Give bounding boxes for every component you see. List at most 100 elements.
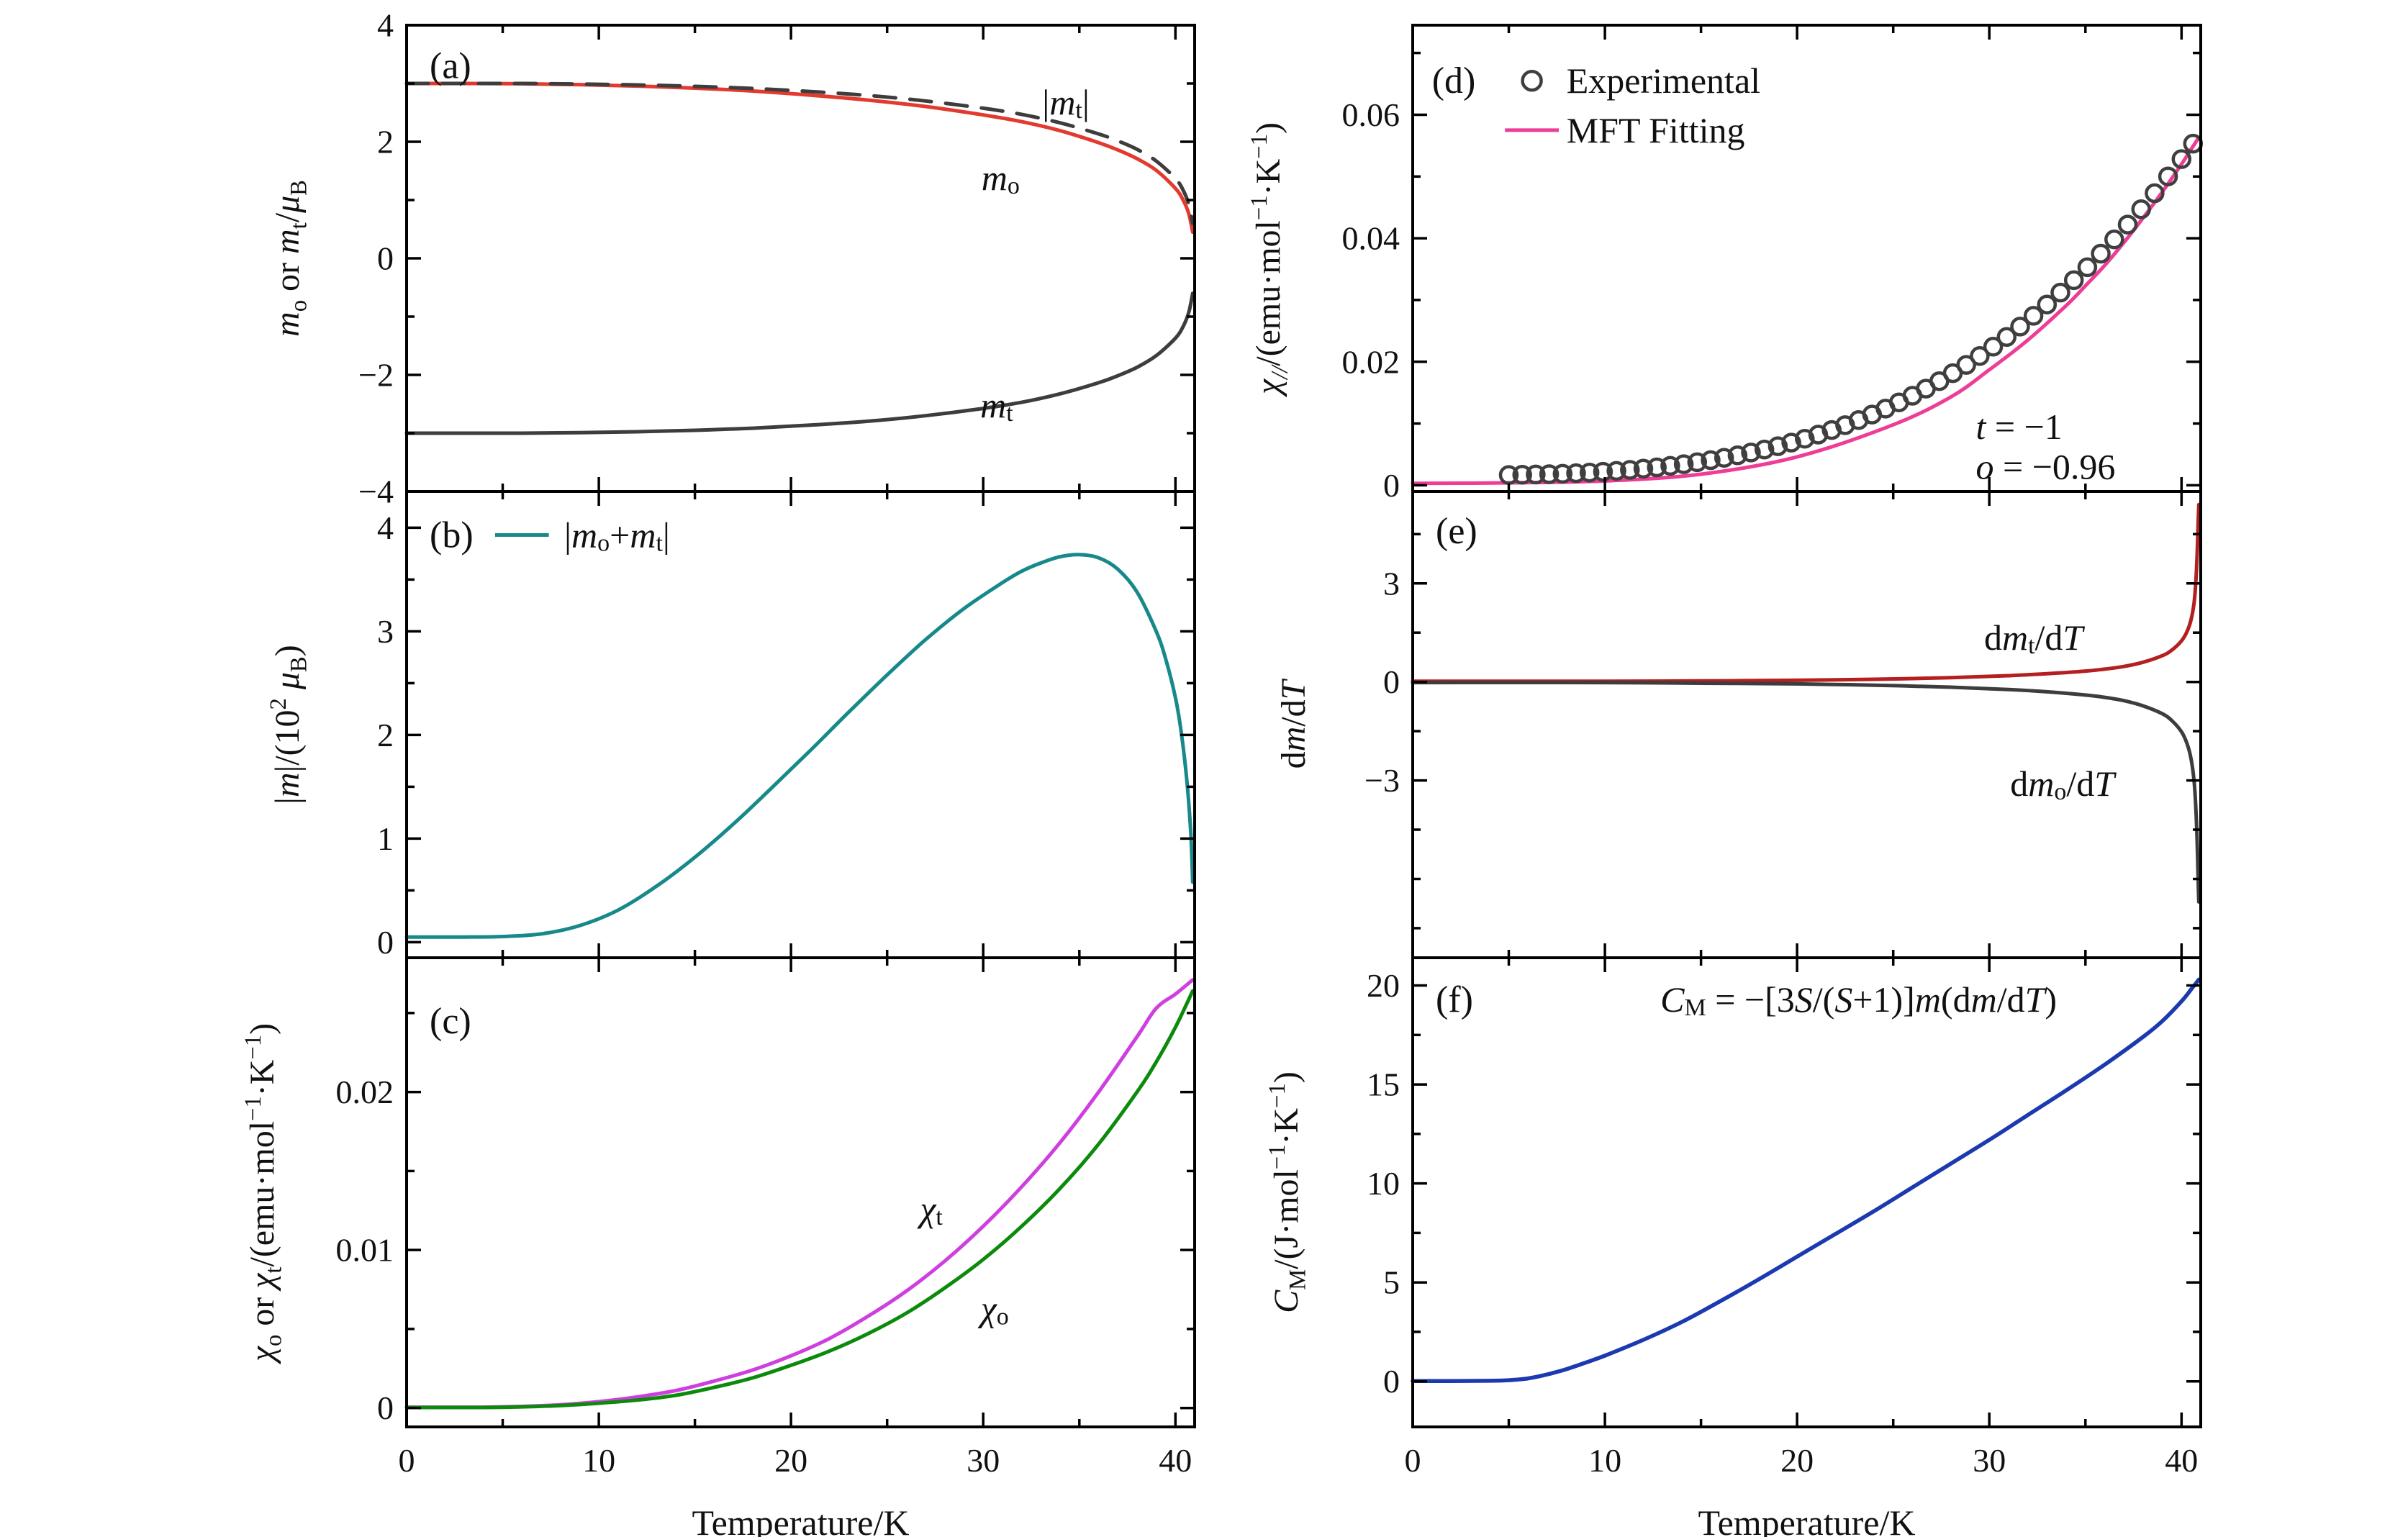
panel-f-xtick-label: 30 (1973, 1442, 2006, 1479)
panel-e-ytick-label: 0 (1383, 663, 1400, 700)
panel-a-ytick-label: 0 (377, 240, 394, 277)
panel-f-x-axis-label: Temperature/K (1698, 1502, 1916, 1537)
data-point (1956, 355, 1976, 375)
panel-b-y-axis-label: |m|/(102 μB) (266, 645, 312, 804)
data-point (1606, 461, 1626, 481)
panel-c-ytick-label: 0.02 (336, 1074, 394, 1110)
panel-d-ytick-label: 0 (1383, 467, 1400, 504)
data-point (1539, 464, 1560, 484)
panel-a-label-mt: mt (980, 385, 1013, 427)
panel-f-panel-tag: (f) (1436, 979, 1473, 1020)
data-point (2091, 243, 2111, 264)
panel-c-xtick-label: 0 (399, 1442, 415, 1479)
panel-a-y-axis-label: mo or mt/μB (268, 180, 312, 337)
panel-c-ytick-label: 0.01 (336, 1232, 394, 1269)
data-point (2117, 214, 2138, 235)
panel-f: 0 5 10 15 20 0 10 20 30 40 Temperature/K CM/(J·mol−… (1264, 956, 2202, 1537)
panel-f-ytick-label: 0 (1383, 1363, 1400, 1400)
panel-d-legend-marker (1521, 69, 1543, 92)
panel-d-panel-tag: (d) (1432, 60, 1476, 101)
panel-a-ytick-label: 4 (377, 7, 394, 44)
data-point (1566, 463, 1586, 484)
data-point (1996, 327, 2017, 348)
panel-b-ytick-label: 4 (377, 509, 394, 546)
panel-c-xtick-label: 40 (1159, 1442, 1192, 1479)
panel-e-ytick-label: 3 (1383, 565, 1400, 602)
panel-f-xtick-label: 20 (1780, 1442, 1814, 1479)
data-point (2131, 199, 2151, 219)
panel-a-curve-m_t (404, 291, 1195, 435)
panel-a: −4 −2 0 2 4 mo or mt/μB (a) |mt| mo mt (268, 7, 1196, 510)
data-point (2145, 183, 2165, 204)
panel-a-label-mo: mo (982, 158, 1020, 199)
data-point (2104, 229, 2124, 250)
panel-e-ticks (1411, 491, 2201, 958)
data-point (1701, 450, 1721, 471)
panel-b-frame (405, 490, 1196, 959)
panel-b-ytick-label: 3 (377, 613, 394, 650)
panel-c-frame (405, 956, 1196, 1428)
data-point (1781, 432, 1801, 453)
panel-a-ytick-label: 2 (377, 124, 394, 160)
data-point (1620, 460, 1640, 480)
panel-c-xtick-label: 10 (582, 1442, 615, 1479)
panel-b-ytick-label: 2 (377, 717, 394, 753)
panel-c-x-axis-label: Temperature/K (692, 1502, 910, 1537)
panel-a-panel-tag: (a) (430, 45, 471, 86)
panel-e-y-axis-label: dm/dT (1275, 678, 1313, 768)
data-point (1647, 457, 1667, 478)
data-point (2037, 294, 2058, 314)
panel-f-xtick-label: 10 (1588, 1442, 1621, 1479)
panel-c-y-axis-label: χo or χt/(emu·mol−1·K−1) (240, 1023, 287, 1364)
panel-d-annotation-o: o = −0.96 (1976, 447, 2116, 487)
data-point (1579, 462, 1600, 483)
panel-d-scatter-experimental (1498, 133, 2204, 485)
panel-d-ytick-label: 0.02 (1342, 343, 1400, 380)
panel-c-ytick-label: 0 (377, 1389, 394, 1426)
panel-f-y-axis-label: CM/(J·mol−1·K−1) (1264, 1071, 1311, 1313)
data-point (1660, 455, 1680, 476)
panel-b-panel-tag: (b) (430, 514, 474, 556)
panel-d-frame (1411, 24, 2202, 493)
panel-f-ytick-label: 5 (1383, 1264, 1400, 1301)
panel-b-curve-m_sum (404, 553, 1195, 939)
data-point (1795, 428, 1815, 449)
panel-c: 0 0.01 0.02 0 10 20 30 40 Temperature/K χo or χt/… (240, 956, 1196, 1537)
panel-d-ytick-label: 0.06 (1342, 96, 1400, 133)
panel-c-label-chi-t: χt (917, 1189, 943, 1230)
panel-d-legend-experimental: Experimental (1567, 60, 1760, 101)
panel-b-ytick-label: 0 (377, 924, 394, 961)
data-point (1673, 454, 1694, 474)
data-point (1767, 436, 1788, 456)
panel-e-label-dmo: dmo/dT (2010, 763, 2117, 805)
panel-d-curve-mft_fit (1411, 135, 2201, 486)
panel-d-legend-mft-fitting: MFT Fitting (1567, 110, 1745, 150)
panel-f-xtick-label: 40 (2165, 1442, 2198, 1479)
data-point (1727, 445, 1748, 466)
panel-d: 0 0.02 0.04 0.06 χ///(emu·mol−1·K−1) (d) Exper… (1246, 24, 2204, 504)
panel-a-curve-m_t_abs (404, 81, 1195, 225)
data-point (1498, 465, 1519, 485)
data-point (1754, 439, 1775, 460)
data-point (1633, 458, 1654, 479)
data-point (1687, 452, 1708, 473)
panel-f-curve-c_m (1411, 977, 2201, 1383)
data-point (2158, 166, 2178, 186)
panel-b-legend-m-sum: |mo+mt| (564, 515, 670, 557)
data-point (1593, 461, 1613, 482)
data-point (2063, 270, 2084, 291)
panel-c-xtick-label: 30 (967, 1442, 1000, 1479)
panel-a-label-mt-abs: |mt| (1042, 82, 1090, 124)
panel-f-annotation-equation: CM = −[3S/(S+1)]m(dm/dT) (1660, 979, 2057, 1021)
panel-c-ticks (405, 958, 1195, 1427)
data-point (1526, 464, 1546, 485)
panel-f-ticks (1411, 958, 2201, 1427)
panel-d-ticks (1411, 25, 2201, 491)
data-point (1512, 465, 1532, 485)
panel-e-frame (1411, 490, 2202, 959)
panel-a-ytick-label: −2 (358, 357, 394, 394)
panel-f-ytick-label: 20 (1367, 967, 1400, 1004)
panel-b-ticks (405, 491, 1195, 958)
panel-b: 0 1 2 3 4 |m|/(102 μB) (b) |mo+mt| (266, 490, 1196, 961)
